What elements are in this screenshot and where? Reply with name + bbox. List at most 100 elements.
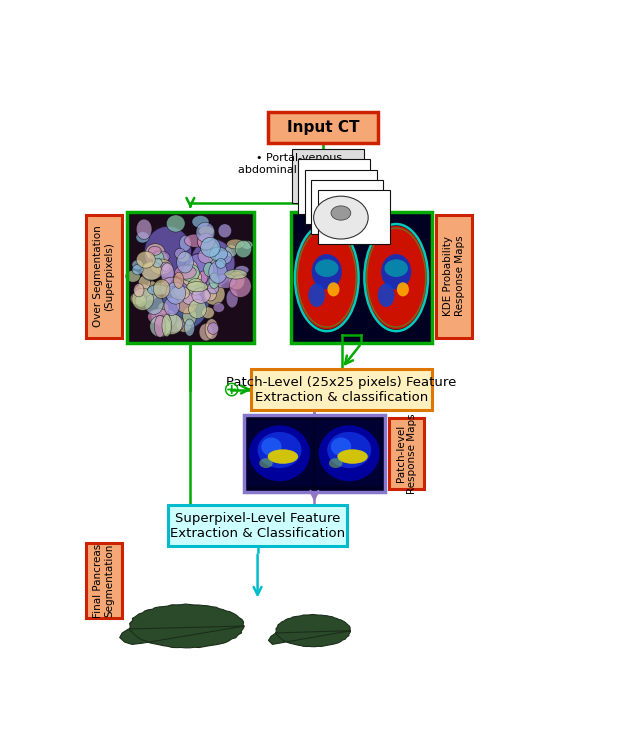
Ellipse shape [208, 240, 219, 263]
Ellipse shape [177, 319, 191, 332]
Ellipse shape [249, 425, 310, 482]
Text: Superpixel-Level Feature
Extraction & Classification: Superpixel-Level Feature Extraction & Cl… [170, 511, 345, 539]
Ellipse shape [159, 253, 168, 266]
Ellipse shape [181, 264, 200, 281]
Ellipse shape [138, 275, 150, 290]
Ellipse shape [207, 277, 217, 292]
Ellipse shape [177, 252, 190, 263]
Text: Patch-level
Response Maps: Patch-level Response Maps [396, 413, 417, 493]
Ellipse shape [136, 252, 156, 268]
Ellipse shape [205, 319, 218, 339]
Ellipse shape [192, 288, 211, 303]
Ellipse shape [328, 282, 339, 296]
Ellipse shape [141, 261, 163, 280]
Ellipse shape [134, 283, 144, 297]
Ellipse shape [365, 226, 427, 329]
Ellipse shape [179, 235, 191, 252]
Ellipse shape [214, 274, 237, 289]
FancyBboxPatch shape [305, 170, 377, 224]
Ellipse shape [257, 432, 301, 468]
Ellipse shape [154, 315, 166, 338]
FancyBboxPatch shape [127, 212, 253, 344]
Text: Over Segmentation
(Superpixels): Over Segmentation (Superpixels) [93, 226, 115, 327]
Ellipse shape [150, 315, 171, 337]
Ellipse shape [201, 237, 220, 257]
Ellipse shape [173, 272, 184, 289]
FancyBboxPatch shape [298, 160, 371, 214]
Ellipse shape [177, 295, 197, 314]
Ellipse shape [215, 250, 232, 264]
Ellipse shape [218, 224, 232, 237]
FancyBboxPatch shape [436, 214, 472, 338]
Ellipse shape [197, 233, 215, 250]
Ellipse shape [150, 259, 172, 275]
Ellipse shape [329, 459, 342, 468]
Ellipse shape [183, 253, 218, 290]
Ellipse shape [155, 308, 177, 328]
Ellipse shape [161, 313, 182, 335]
Ellipse shape [132, 288, 154, 310]
Ellipse shape [227, 239, 244, 249]
Ellipse shape [125, 270, 140, 282]
Ellipse shape [187, 282, 208, 292]
Ellipse shape [177, 252, 193, 273]
FancyBboxPatch shape [86, 543, 122, 617]
Ellipse shape [199, 226, 214, 236]
Text: ⊕: ⊕ [223, 380, 240, 399]
FancyBboxPatch shape [168, 505, 347, 546]
Ellipse shape [184, 319, 195, 336]
Ellipse shape [187, 260, 198, 283]
Ellipse shape [188, 281, 198, 292]
Ellipse shape [147, 281, 158, 301]
Polygon shape [120, 604, 244, 648]
FancyBboxPatch shape [293, 219, 360, 336]
Text: Final Pancreas
Segmentation: Final Pancreas Segmentation [93, 543, 115, 617]
Ellipse shape [154, 280, 170, 298]
Text: • Portal-venous
  abdominal CT datasets: • Portal-venous abdominal CT datasets [231, 153, 367, 174]
Ellipse shape [164, 297, 180, 315]
Ellipse shape [153, 251, 164, 269]
Ellipse shape [327, 432, 371, 468]
Ellipse shape [337, 450, 368, 464]
FancyBboxPatch shape [292, 149, 364, 203]
Ellipse shape [158, 303, 169, 314]
FancyBboxPatch shape [363, 219, 429, 336]
Ellipse shape [161, 278, 173, 296]
Ellipse shape [314, 196, 368, 239]
Ellipse shape [145, 226, 191, 278]
Ellipse shape [131, 292, 145, 305]
Ellipse shape [308, 283, 325, 307]
Ellipse shape [209, 261, 227, 283]
Text: Patch-Level (25x25 pixels) Feature
Extraction & classification: Patch-Level (25x25 pixels) Feature Extra… [227, 375, 457, 404]
Ellipse shape [261, 438, 282, 456]
Ellipse shape [152, 258, 163, 268]
Ellipse shape [204, 288, 216, 301]
Ellipse shape [202, 307, 214, 318]
Ellipse shape [132, 260, 143, 269]
Ellipse shape [229, 275, 252, 298]
FancyBboxPatch shape [86, 214, 122, 338]
Ellipse shape [148, 246, 161, 255]
Polygon shape [269, 614, 351, 647]
FancyBboxPatch shape [251, 369, 432, 410]
Ellipse shape [161, 263, 174, 283]
Ellipse shape [166, 215, 185, 232]
Ellipse shape [226, 289, 238, 308]
Ellipse shape [207, 283, 219, 294]
Ellipse shape [235, 266, 249, 275]
Ellipse shape [166, 282, 186, 304]
Ellipse shape [198, 234, 214, 251]
FancyBboxPatch shape [244, 415, 385, 492]
Ellipse shape [204, 263, 214, 276]
Ellipse shape [381, 254, 412, 289]
FancyBboxPatch shape [269, 112, 378, 143]
Ellipse shape [236, 240, 252, 257]
Ellipse shape [203, 283, 225, 305]
FancyBboxPatch shape [246, 421, 314, 486]
Ellipse shape [182, 269, 202, 286]
Ellipse shape [134, 284, 152, 302]
Ellipse shape [331, 438, 351, 456]
Ellipse shape [225, 245, 237, 257]
Ellipse shape [241, 240, 253, 249]
Ellipse shape [209, 273, 220, 289]
